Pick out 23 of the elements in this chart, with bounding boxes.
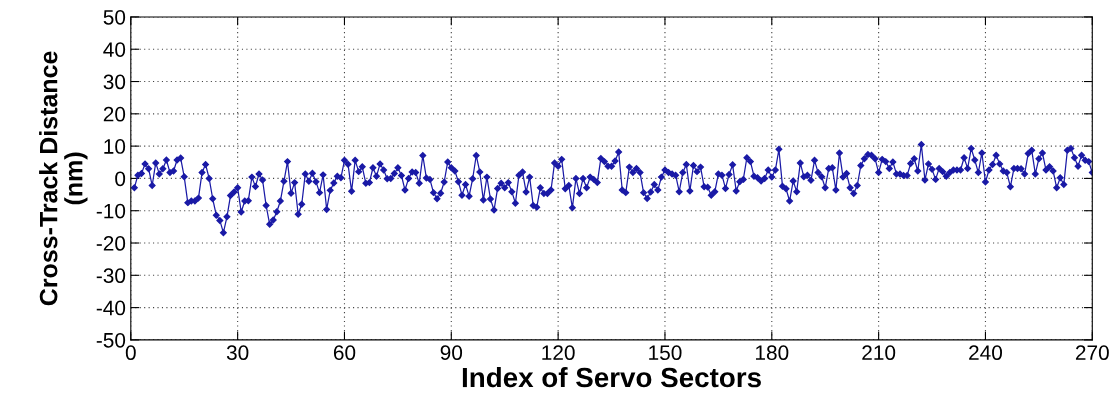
x-tick-label: 30	[226, 345, 249, 361]
y-tick-label: 0	[115, 171, 126, 187]
y-tick-label: -20	[96, 236, 126, 251]
x-axis-title: Index of Servo Sectors	[462, 366, 761, 388]
y-tick-label: 20	[103, 106, 126, 122]
x-tick-label: 150	[649, 345, 682, 361]
y-tick-label: 10	[104, 139, 126, 154]
y-tick-label: 30	[103, 74, 126, 90]
x-tick-label: 270	[1075, 345, 1109, 361]
x-tick-label: 60	[333, 345, 356, 361]
y-axis-title: Cross-Track Distance (nm)	[39, 51, 88, 306]
x-tick-label: 210	[862, 345, 896, 361]
y-tick-label: 50	[103, 9, 126, 25]
y-tick-label: 40	[103, 42, 126, 57]
y-tick-label: -50	[96, 332, 126, 348]
x-tick-label: 120	[542, 345, 575, 361]
y-tick-label: -10	[96, 203, 126, 219]
x-tick-label: 0	[125, 345, 136, 361]
x-tick-label: 90	[440, 345, 463, 361]
y-tick-label: -30	[96, 268, 126, 284]
x-tick-label: 240	[969, 345, 1003, 361]
y-tick-label: -40	[96, 300, 126, 316]
x-tick-label: 180	[756, 345, 789, 361]
